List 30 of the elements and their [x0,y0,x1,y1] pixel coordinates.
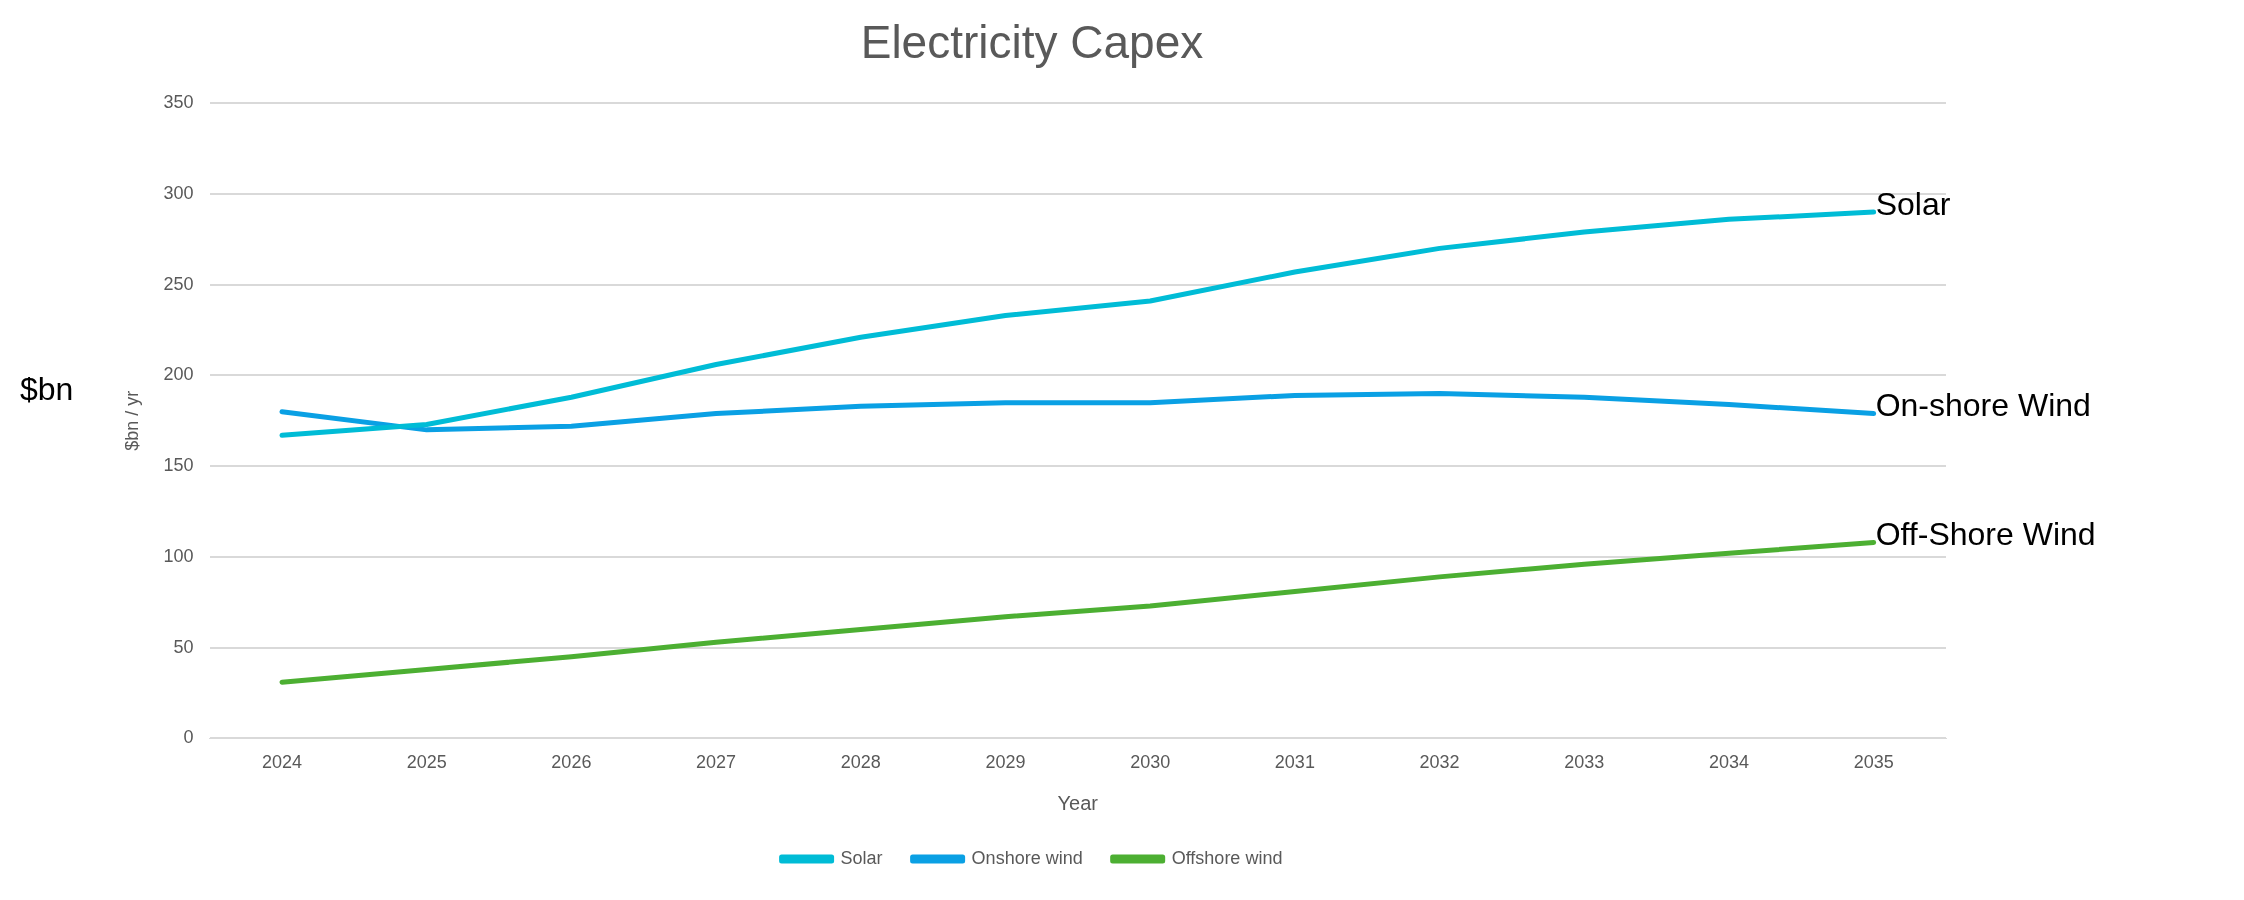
chart-title: Electricity Capex [860,16,1204,69]
x-tick-label: 2027 [696,752,737,773]
annotation: Solar [1875,185,1951,222]
y-tick-label: 150 [163,455,194,476]
y-axis-title: $bn / yr [121,390,142,451]
y-tick-label: 100 [163,545,194,566]
x-tick-label: 2035 [1853,752,1894,773]
y-tick-label: 0 [183,727,194,748]
y-tick-label: 50 [173,636,194,657]
y-tick-label: 200 [163,364,194,385]
x-axis-title: Year [1057,791,1099,814]
x-tick-label: 2026 [551,752,592,773]
annotation: Off-Shore Wind [1875,516,2096,553]
y-tick-label: 350 [163,92,194,113]
y-tick-label: 300 [163,182,194,203]
y-tick-label: 250 [163,273,194,294]
annotation: On-shore Wind [1875,387,2091,424]
legend-label: Solar [840,847,883,868]
x-tick-label: 2024 [261,752,302,773]
x-tick-label: 2031 [1274,752,1315,773]
text: $bn [20,370,74,407]
x-tick-label: 2030 [1130,752,1171,773]
x-tick-label: 2034 [1708,752,1749,773]
legend-label: Onshore wind [971,847,1083,868]
x-tick-label: 2029 [985,752,1026,773]
x-tick-label: 2032 [1419,752,1460,773]
legend-label: Offshore wind [1171,847,1283,868]
x-tick-label: 2033 [1564,752,1605,773]
x-tick-label: 2025 [406,752,447,773]
x-tick-label: 2028 [840,752,881,773]
